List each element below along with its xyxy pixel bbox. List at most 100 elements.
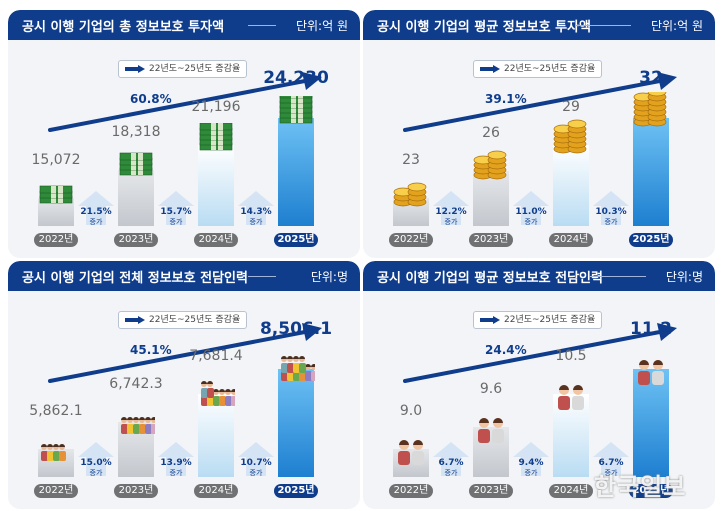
- overall-growth-rate: 60.8%: [130, 92, 172, 106]
- bar-2023년: [473, 171, 509, 226]
- year-label: 2025년: [629, 233, 673, 247]
- year-label: 2022년: [34, 233, 78, 247]
- up-arrow-icon: [433, 442, 469, 476]
- overall-growth-rate: 24.4%: [485, 343, 527, 357]
- growth-arrow-icon: [48, 323, 322, 383]
- chart-panel: 공시 이행 기업의 총 정보보호 투자액 단위:억 원 22년도~25년도 증감율 6…: [8, 10, 360, 258]
- value-label: 9.0: [399, 403, 423, 419]
- year-label: 2022년: [389, 484, 433, 498]
- change-label: 증가: [249, 218, 263, 226]
- legend-arrow-icon: [125, 65, 145, 73]
- value-label: 6,742.3: [109, 376, 163, 393]
- panel-header: 공시 이행 기업의 총 정보보호 투자액 단위:억 원: [8, 10, 360, 40]
- bar-2025년: [633, 369, 669, 477]
- legend-box: 22년도~25년도 증감율: [473, 60, 603, 78]
- coin-stack-icon: [393, 182, 427, 207]
- change-indicator: 21.5% 증가: [76, 190, 116, 228]
- up-arrow-icon: [158, 191, 194, 225]
- value-label: 11.2: [630, 319, 672, 339]
- year-label: 2024년: [194, 233, 238, 247]
- change-label: 증가: [524, 218, 538, 226]
- change-indicator: 12.2% 증가: [431, 190, 471, 228]
- chart-panel: 공시 이행 기업의 전체 정보보호 전담인력 단위:명 22년도~25년도 증감율 4…: [8, 261, 360, 509]
- change-indicator: 15.7% 증가: [156, 190, 196, 228]
- up-arrow-icon: [238, 442, 274, 476]
- coin-stack-icon: [473, 150, 507, 180]
- chart-title: 공시 이행 기업의 평균 정보보호 투자액: [377, 20, 591, 35]
- overall-growth-rate: 45.1%: [130, 343, 172, 357]
- value-label: 32: [639, 68, 663, 88]
- up-arrow-icon: [78, 442, 114, 476]
- change-rate: 11.0%: [515, 207, 547, 217]
- bar-2023년: [118, 169, 154, 226]
- bar-2025년: [278, 118, 314, 226]
- value-label: 24,230: [263, 68, 329, 88]
- change-label: 증가: [89, 469, 103, 477]
- chart-panel: 공시 이행 기업의 평균 정보보호 투자액 단위:억 원 22년도~25년도 증감율…: [363, 10, 715, 258]
- up-arrow-icon: [78, 191, 114, 225]
- bar-2025년: [633, 118, 669, 226]
- change-rate: 15.0%: [80, 458, 112, 468]
- change-indicator: 13.9% 증가: [156, 441, 196, 479]
- bar-2024년: [198, 393, 234, 477]
- panel-header: 공시 이행 기업의 전체 정보보호 전담인력 단위:명: [8, 261, 360, 291]
- change-label: 증가: [249, 469, 263, 477]
- legend-box: 22년도~25년도 증감율: [473, 311, 603, 329]
- header-divider: [248, 276, 276, 277]
- legend-box: 22년도~25년도 증감율: [118, 311, 248, 329]
- people-group-icon: [201, 380, 235, 406]
- year-label: 2022년: [34, 484, 78, 498]
- change-rate: 6.7%: [438, 458, 464, 468]
- up-arrow-icon: [513, 442, 549, 476]
- people-pair-icon: [478, 418, 504, 444]
- legend-arrow-icon: [480, 316, 500, 324]
- people-group-icon: [281, 356, 315, 381]
- money-stack-icon: [39, 185, 73, 204]
- change-indicator: 10.3% 증가: [591, 190, 631, 228]
- money-stack-icon: [279, 96, 313, 124]
- people-pair-icon: [638, 360, 664, 385]
- overall-growth-rate: 39.1%: [485, 92, 527, 106]
- year-label: 2023년: [114, 484, 158, 498]
- value-label: 29: [562, 98, 580, 115]
- watermark: 한국일보: [594, 473, 687, 501]
- value-label: 5,862.1: [29, 403, 83, 419]
- unit-label: 단위:억 원: [650, 19, 703, 33]
- change-indicator: 9.4% 증가: [511, 441, 551, 479]
- change-label: 증가: [89, 218, 103, 226]
- change-rate: 13.9%: [160, 458, 192, 468]
- panel-header: 공시 이행 기업의 평균 정보보호 전담인력 단위:명: [363, 261, 715, 291]
- change-rate: 14.3%: [240, 207, 272, 217]
- people-pair-icon: [558, 385, 584, 411]
- people-group-icon: [41, 444, 66, 461]
- growth-arrow-icon: [403, 323, 677, 383]
- up-arrow-icon: [158, 442, 194, 476]
- year-label: 2022년: [389, 233, 433, 247]
- growth-arrow-icon: [48, 72, 322, 132]
- legend-box: 22년도~25년도 증감율: [118, 60, 248, 78]
- bar-2024년: [553, 144, 589, 226]
- value-label: 23: [402, 152, 420, 168]
- up-arrow-icon: [238, 191, 274, 225]
- chart-panel: 공시 이행 기업의 평균 정보보호 전담인력 단위:명 22년도~25년도 증감율 2…: [363, 261, 715, 509]
- year-label: 2024년: [549, 484, 593, 498]
- people-group-icon: [121, 417, 155, 435]
- bar-2024년: [198, 144, 234, 226]
- change-indicator: 10.7% 증가: [236, 441, 276, 479]
- header-divider: [248, 25, 276, 26]
- value-label: 10.5: [555, 348, 587, 365]
- value-label: 7,681.4: [189, 347, 243, 364]
- change-indicator: 6.7% 증가: [431, 441, 471, 479]
- year-label: 2023년: [469, 233, 513, 247]
- people-pair-icon: [398, 440, 424, 465]
- growth-arrow-icon: [403, 72, 677, 132]
- change-label: 증가: [604, 218, 618, 226]
- change-label: 증가: [169, 469, 183, 477]
- unit-label: 단위:억 원: [295, 19, 348, 33]
- change-label: 증가: [604, 469, 618, 477]
- header-divider: [575, 25, 631, 26]
- chart-title: 공시 이행 기업의 전체 정보보호 전담인력: [22, 271, 248, 286]
- change-label: 증가: [444, 469, 458, 477]
- change-label: 증가: [444, 218, 458, 226]
- value-label: 26: [482, 125, 500, 142]
